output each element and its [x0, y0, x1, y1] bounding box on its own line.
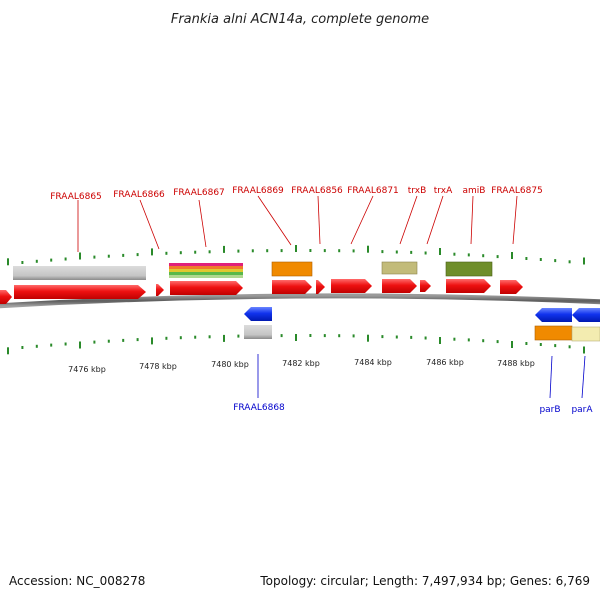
reverse-cds	[244, 307, 272, 321]
rna-feature-gray	[13, 266, 146, 280]
label-leader-line	[581, 355, 586, 399]
tick-label: 7478 kbp	[139, 362, 177, 371]
gene-label[interactable]: FRAAL6867	[173, 188, 225, 198]
reverse-cds	[535, 308, 572, 322]
gene-label[interactable]: parA	[571, 405, 593, 415]
genome-summary: Topology: circular; Length: 7,497,934 bp…	[259, 574, 590, 588]
label-leader-line	[198, 199, 207, 248]
label-leader-line	[399, 195, 418, 245]
gene-label[interactable]: amiB	[463, 186, 486, 196]
label-leader-line	[512, 195, 518, 245]
label-leader-line	[257, 195, 292, 246]
upper-tick-ruler	[7, 245, 585, 266]
label-leader-line	[470, 195, 474, 245]
tick-label: 7480 kbp	[211, 360, 249, 369]
forward-gene-labels: FRAAL6865 FRAAL6866 FRAAL6867 FRAAL6869 …	[50, 186, 543, 252]
tick-label: 7482 kbp	[282, 359, 320, 368]
lower-tick-ruler	[7, 334, 585, 355]
gene-label[interactable]: trxA	[434, 186, 453, 196]
khaki-feature	[381, 261, 418, 275]
axis-tick-labels: 7476 kbp 7478 kbp 7480 kbp 7482 kbp 7484…	[68, 358, 535, 374]
reverse-cds-track	[244, 307, 600, 322]
gene-label[interactable]: FRAAL6856	[291, 186, 343, 196]
label-leader-line	[426, 195, 444, 245]
gene-label[interactable]: FRAAL6865	[50, 192, 102, 202]
orange-feature-reverse	[534, 325, 573, 341]
forward-cds	[156, 284, 164, 296]
forward-cds	[316, 280, 325, 294]
forward-cds	[420, 280, 431, 292]
forward-cds-track	[0, 279, 523, 304]
light-yellow-feature	[571, 326, 600, 342]
gene-label[interactable]: FRAAL6871	[347, 186, 399, 196]
tick-label: 7486 kbp	[426, 358, 464, 367]
genome-backbone	[0, 293, 600, 309]
gene-label[interactable]: trxB	[408, 186, 427, 196]
gene-label[interactable]: FRAAL6875	[491, 186, 543, 196]
forward-cds	[382, 279, 417, 293]
accession-label: Accession: NC_008278	[9, 574, 145, 588]
reverse-gene-labels: FRAAL6868 parB parA	[233, 354, 593, 415]
tick-label: 7488 kbp	[497, 359, 535, 368]
forward-cds	[170, 281, 243, 295]
multi-color-feature	[169, 263, 243, 278]
forward-cds	[500, 280, 523, 294]
diagram-title: Frankia alni ACN14a, complete genome	[171, 12, 429, 27]
gene-label[interactable]: FRAAL6866	[113, 190, 165, 200]
forward-cds	[272, 280, 312, 294]
forward-cds	[0, 290, 12, 304]
orange-feature	[271, 261, 313, 277]
gene-label[interactable]: parB	[539, 405, 560, 415]
tick-label: 7484 kbp	[354, 358, 392, 367]
reverse-cds	[572, 308, 600, 322]
gene-label[interactable]: FRAAL6869	[232, 186, 284, 196]
rna-feature-gray-reverse	[244, 325, 272, 339]
label-leader-line	[350, 195, 374, 245]
forward-cds	[331, 279, 372, 293]
label-leader-line	[139, 199, 160, 250]
forward-cds	[14, 285, 146, 299]
label-leader-line	[317, 195, 321, 245]
forward-cds	[446, 279, 491, 293]
label-leader-line	[549, 355, 553, 399]
tick-label: 7476 kbp	[68, 365, 106, 374]
gene-label[interactable]: FRAAL6868	[233, 403, 285, 413]
olive-feature	[445, 261, 493, 277]
